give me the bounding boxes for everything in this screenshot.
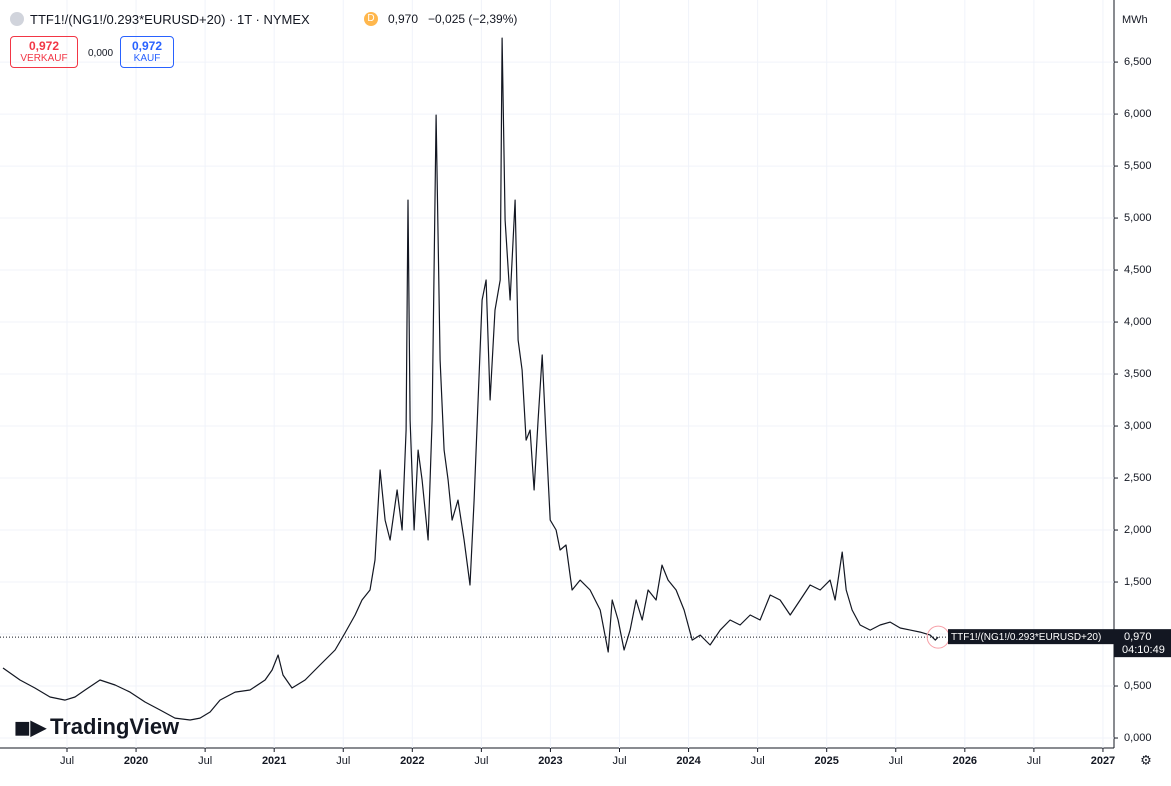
y-tick-label: 2,500 [1124, 472, 1152, 484]
x-tick-label: Jul [751, 755, 765, 767]
y-tick-label: 4,000 [1124, 316, 1152, 328]
settings-icon: ⚙ [1140, 752, 1152, 767]
buy-button[interactable]: 0,972 KAUF [120, 36, 174, 68]
unit-label: MWh [1122, 14, 1148, 26]
x-tick-label: 2027 [1091, 755, 1115, 767]
spread: 0,000 [88, 48, 114, 59]
y-tick-label: 1,500 [1124, 576, 1152, 588]
y-tick-label: 5,000 [1124, 212, 1152, 224]
logo: ◼▶ TradingView [14, 714, 180, 739]
series-label-bg [948, 629, 1114, 645]
x-tick-label: Jul [1027, 755, 1041, 767]
price: 0,970 [388, 12, 419, 26]
x-tick-label: Jul [198, 755, 212, 767]
y-tick-label: 5,500 [1124, 160, 1152, 172]
y-tick-label: 0,500 [1124, 680, 1152, 692]
series-label: TTF1!/(NG1!/0.293*EURUSD+20) [951, 632, 1101, 643]
price-label-bg [1114, 629, 1171, 658]
y-tick-label: 3,000 [1124, 420, 1152, 432]
price-label: 0,970 [1124, 631, 1152, 643]
buy-label: KAUF [133, 53, 161, 64]
x-tick-label: Jul [336, 755, 350, 767]
y-tick-label: 2,000 [1124, 524, 1152, 536]
x-tick-label: 2025 [814, 755, 838, 767]
sell-label: VERKAUF [20, 53, 68, 64]
x-tick-label: Jul [612, 755, 626, 767]
y-tick-label: 4,500 [1124, 264, 1152, 276]
x-tick-label: Jul [889, 755, 903, 767]
y-tick-label: 3,500 [1124, 368, 1152, 380]
badge: D [364, 12, 378, 26]
sell-price: 0,972 [28, 39, 60, 53]
x-tick-label: 2023 [538, 755, 562, 767]
x-tick-label: 2024 [676, 755, 701, 767]
buy-price: 0,972 [131, 39, 163, 53]
y-tick-label: 6,500 [1124, 56, 1152, 68]
y-tick-label: 6,000 [1124, 108, 1152, 120]
sell-button[interactable]: 0,972 VERKAUF [10, 36, 78, 68]
symbol-icon [10, 12, 24, 27]
change: −0,025 (−2,39%) [428, 12, 518, 26]
countdown-label: 04:10:49 [1122, 644, 1165, 656]
logo-text: TradingView [49, 714, 180, 739]
x-tick-label: 2022 [400, 755, 424, 767]
x-tick-label: Jul [474, 755, 488, 767]
x-tick-label: Jul [60, 755, 74, 767]
x-tick-label: 2020 [124, 755, 148, 767]
x-tick-label: 2021 [262, 755, 286, 767]
x-tick-label: 2026 [953, 755, 977, 767]
y-tick-label: 0,000 [1124, 732, 1152, 744]
price-line [2, 37, 939, 721]
symbol-title[interactable]: TTF1!/(NG1!/0.293*EURUSD+20) · 1T · NYME… [30, 12, 310, 27]
